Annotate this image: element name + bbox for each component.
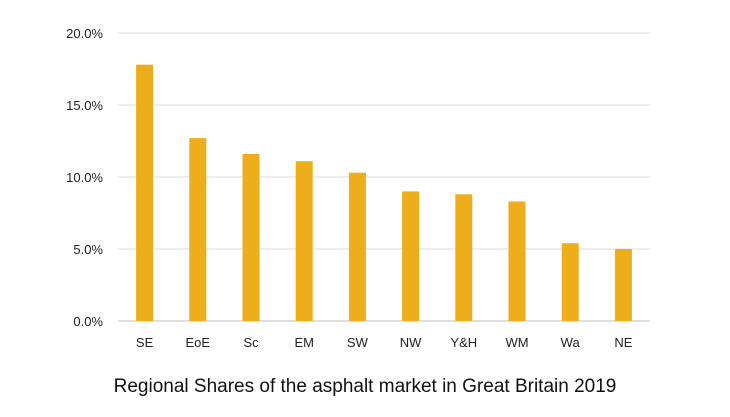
bar-nw bbox=[402, 191, 420, 321]
x-category-label: EoE bbox=[186, 335, 211, 350]
x-category-label: Sc bbox=[243, 335, 259, 350]
y-axis-tick-labels: 0.0% 5.0% 10.0% 15.0% 20.0% bbox=[66, 26, 103, 329]
bar-chart: 0.0% 5.0% 10.0% 15.0% 20.0% SE EoE Sc EM SW NW Y&H… bbox=[66, 26, 650, 350]
x-category-label: SW bbox=[347, 335, 369, 350]
y-tick-label: 0.0% bbox=[73, 314, 103, 329]
bar-wm bbox=[508, 201, 526, 321]
bar-eoe bbox=[189, 138, 207, 321]
x-axis-category-labels: SE EoE Sc EM SW NW Y&H WM Wa NE bbox=[136, 335, 633, 350]
bar-em bbox=[295, 161, 313, 321]
x-category-label: Y&H bbox=[450, 335, 477, 350]
bar-y-h bbox=[455, 194, 473, 321]
y-tick-label: 5.0% bbox=[73, 242, 103, 257]
x-category-label: NE bbox=[614, 335, 632, 350]
y-tick-label: 10.0% bbox=[66, 170, 103, 185]
x-category-label: EM bbox=[294, 335, 314, 350]
x-category-label: WM bbox=[505, 335, 528, 350]
x-category-label: SE bbox=[136, 335, 154, 350]
x-category-label: Wa bbox=[561, 335, 581, 350]
x-category-label: NW bbox=[400, 335, 422, 350]
bar-wa bbox=[561, 243, 579, 321]
y-tick-label: 15.0% bbox=[66, 98, 103, 113]
gridlines bbox=[118, 32, 650, 322]
chart-title: Regional Shares of the asphalt market in… bbox=[113, 376, 617, 397]
bar-ne bbox=[614, 249, 632, 321]
y-tick-label: 20.0% bbox=[66, 26, 103, 41]
bar-sw bbox=[348, 172, 366, 321]
bar-se bbox=[136, 64, 154, 322]
bar-sc bbox=[242, 153, 260, 321]
bars bbox=[136, 64, 632, 322]
